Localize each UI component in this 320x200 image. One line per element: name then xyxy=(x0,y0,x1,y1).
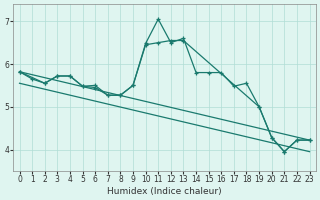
X-axis label: Humidex (Indice chaleur): Humidex (Indice chaleur) xyxy=(107,187,222,196)
